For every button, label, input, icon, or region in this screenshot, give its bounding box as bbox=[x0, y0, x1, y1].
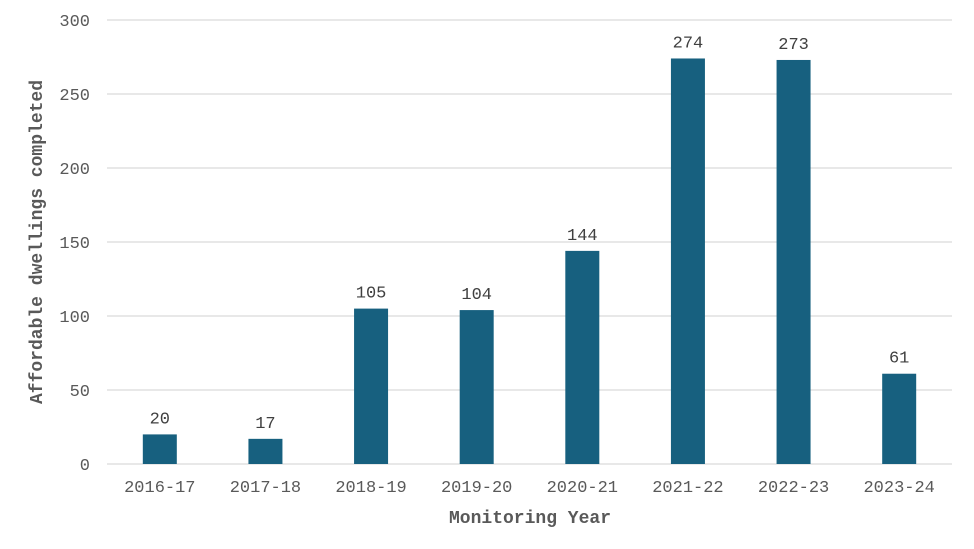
bar bbox=[670, 58, 705, 464]
bar bbox=[248, 438, 283, 464]
x-tick-label: 2018-19 bbox=[335, 479, 406, 498]
data-label: 104 bbox=[461, 286, 492, 305]
x-tick-label: 2020-21 bbox=[547, 479, 618, 498]
data-label: 20 bbox=[150, 410, 170, 429]
x-tick-label: 2019-20 bbox=[441, 479, 512, 498]
x-tick-label: 2022-23 bbox=[758, 479, 829, 498]
y-tick-label: 0 bbox=[80, 457, 90, 476]
x-tick-label: 2021-22 bbox=[652, 479, 723, 498]
y-tick-label: 150 bbox=[59, 235, 90, 254]
x-tick-label: 2016-17 bbox=[124, 479, 195, 498]
data-label: 273 bbox=[778, 36, 809, 55]
x-axis-tick-labels: 2016-17 2017-18 2018-19 2019-20 2020-21 2021-… bbox=[124, 479, 935, 498]
y-tick-label: 200 bbox=[59, 161, 90, 180]
x-tick-label: 2023-24 bbox=[863, 479, 934, 498]
bar bbox=[776, 59, 811, 465]
bar bbox=[354, 308, 389, 464]
gridlines bbox=[107, 19, 952, 465]
data-labels: 20 17 105 104 144 274 273 61 bbox=[150, 34, 910, 433]
x-tick-label: 2017-18 bbox=[230, 479, 301, 498]
data-label: 105 bbox=[356, 285, 387, 304]
bar bbox=[142, 434, 177, 464]
data-label: 61 bbox=[889, 350, 909, 369]
bars bbox=[142, 58, 917, 465]
bar bbox=[882, 373, 917, 464]
data-label: 144 bbox=[567, 227, 598, 246]
y-tick-label: 50 bbox=[70, 383, 90, 402]
y-tick-label: 300 bbox=[59, 13, 90, 32]
y-tick-label: 100 bbox=[59, 309, 90, 328]
bar bbox=[459, 310, 494, 464]
x-axis-title: Monitoring Year bbox=[449, 509, 611, 529]
y-axis-title: Affordable dwellings completed bbox=[28, 80, 48, 404]
y-tick-label: 250 bbox=[59, 87, 90, 106]
data-label: 274 bbox=[673, 34, 704, 53]
bar bbox=[565, 250, 600, 464]
y-axis-tick-labels: 0 50 100 150 200 250 300 bbox=[59, 13, 90, 476]
data-label: 17 bbox=[255, 415, 275, 434]
